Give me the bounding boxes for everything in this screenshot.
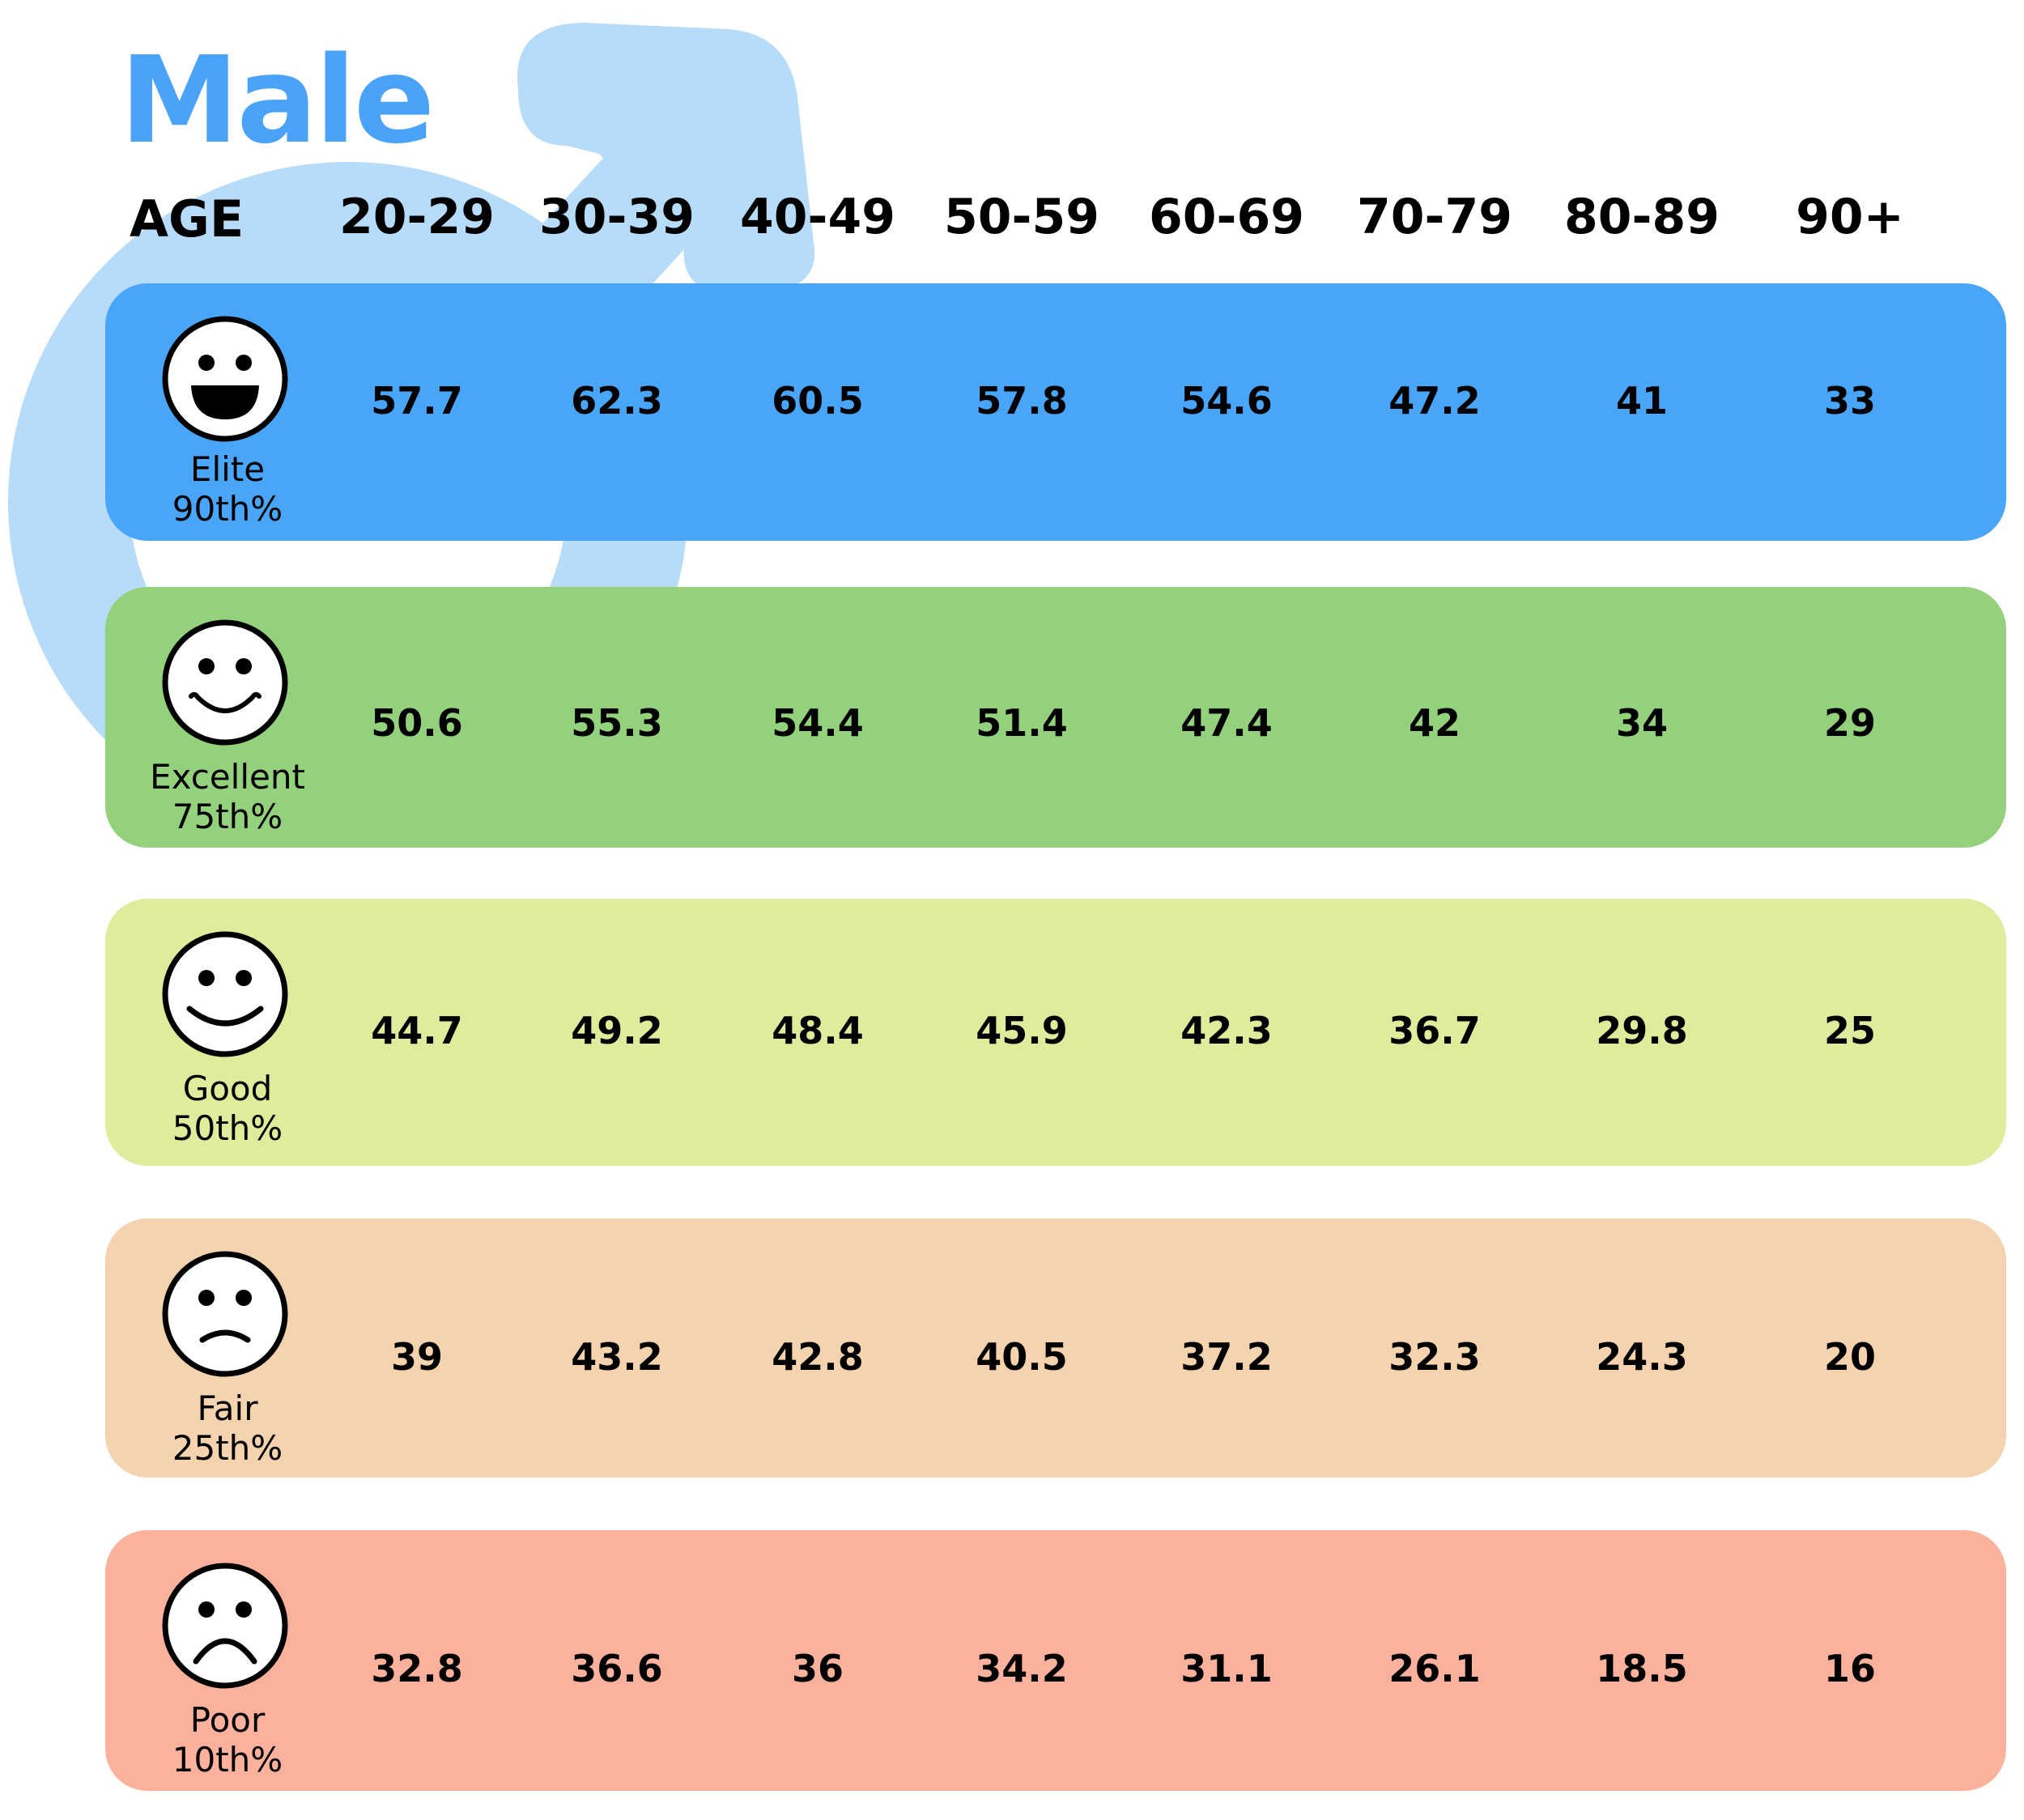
tier-name: Fair [197,1388,258,1428]
value-cell: 25 [1823,1009,1876,1052]
tier-percentile: 25th% [172,1428,283,1468]
value-cell: 49.2 [571,1009,663,1052]
male-symbol-arrowhead [517,23,815,293]
value-cell: 54.4 [772,701,864,745]
grinning-face-icon [160,618,290,747]
value-cell: 31.1 [1180,1647,1273,1690]
value-cell: 20 [1823,1335,1876,1379]
tier-label-good: Good 50th% [121,1069,334,1148]
age-column-header: 30-39 [539,189,695,245]
value-cell: 51.4 [976,701,1068,745]
tier-label-poor: Poor 10th% [121,1700,334,1780]
tier-name: Poor [189,1700,266,1740]
value-cell: 36.7 [1388,1009,1481,1052]
tier-percentile: 50th% [172,1108,283,1148]
age-column-header: 40-49 [740,189,895,245]
value-cell: 57.8 [976,379,1068,423]
value-cell: 41 [1615,379,1668,423]
value-cell: 16 [1823,1647,1876,1690]
value-cell: 57.7 [371,379,463,423]
value-cell: 42 [1408,701,1461,745]
age-column-header: 80-89 [1564,189,1720,245]
tier-percentile: 10th% [172,1740,283,1780]
age-column-header: 50-59 [944,189,1099,245]
value-cell: 60.5 [772,379,864,423]
age-column-header: 90+ [1796,189,1904,245]
tier-name: Good [182,1069,273,1108]
age-column-header: 60-69 [1149,189,1304,245]
tier-band-good [105,899,2006,1166]
chart-title: Male [120,31,435,170]
value-cell: 44.7 [371,1009,463,1052]
value-cell: 39 [390,1335,443,1379]
laughing-face-icon [160,314,290,444]
value-cell: 26.1 [1388,1647,1481,1690]
tier-name: Elite [189,449,266,489]
value-cell: 29.8 [1596,1009,1688,1052]
value-cell: 18.5 [1596,1647,1688,1690]
tier-percentile: 75th% [172,797,283,836]
value-cell: 36.6 [571,1647,663,1690]
tier-label-fair: Fair 25th% [121,1388,334,1468]
value-cell: 36 [791,1647,844,1690]
tier-band-elite [105,283,2006,541]
tier-percentile: 90th% [172,489,283,529]
value-cell: 62.3 [571,379,663,423]
value-cell: 34.2 [976,1647,1068,1690]
smiling-face-icon [160,929,290,1059]
value-cell: 48.4 [772,1009,864,1052]
tier-band-excellent [105,587,2006,848]
value-cell: 42.8 [772,1335,864,1379]
tier-name: Excellent [150,757,305,797]
value-cell: 32.8 [371,1647,463,1690]
value-cell: 33 [1823,379,1876,423]
value-cell: 24.3 [1596,1335,1688,1379]
tier-band-fair [105,1218,2006,1478]
sad-face-icon [160,1561,290,1690]
tier-band-poor [105,1530,2006,1791]
age-column-header: 70-79 [1357,189,1512,245]
age-column-header: 20-29 [339,189,495,245]
value-cell: 32.3 [1388,1335,1481,1379]
value-cell: 40.5 [976,1335,1068,1379]
value-cell: 47.4 [1180,701,1273,745]
value-cell: 29 [1823,701,1876,745]
tier-label-excellent: Excellent 75th% [121,757,334,836]
value-cell: 50.6 [371,701,463,745]
value-cell: 34 [1615,701,1668,745]
frowning-face-icon [160,1249,290,1379]
age-header: AGE [130,189,244,249]
tier-label-elite: Elite 90th% [121,449,334,529]
value-cell: 43.2 [571,1335,663,1379]
value-cell: 45.9 [976,1009,1068,1052]
value-cell: 55.3 [571,701,663,745]
value-cell: 37.2 [1180,1335,1273,1379]
value-cell: 54.6 [1180,379,1273,423]
value-cell: 42.3 [1180,1009,1273,1052]
value-cell: 47.2 [1388,379,1481,423]
